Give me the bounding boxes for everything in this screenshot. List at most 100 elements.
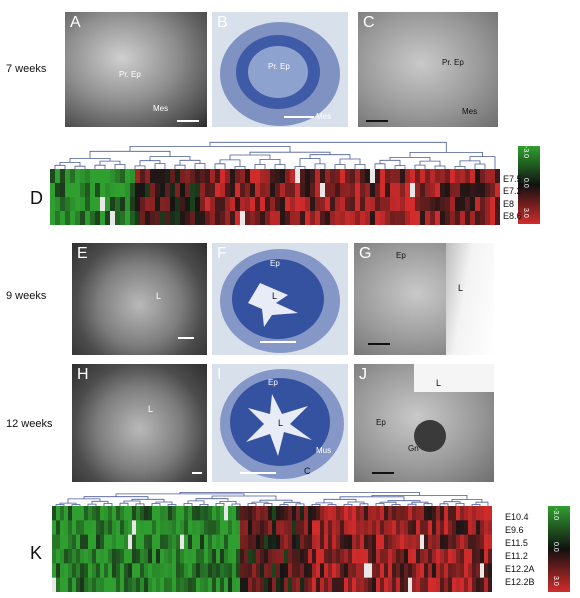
heatmap-cell bbox=[172, 534, 177, 550]
heatmap-cell bbox=[432, 520, 437, 535]
heatmap-cell bbox=[360, 183, 366, 198]
heatmap-cell bbox=[204, 563, 209, 578]
dendrogram-branch bbox=[83, 496, 149, 500]
heatmap-cell bbox=[264, 506, 269, 521]
heatmap-cell bbox=[245, 197, 251, 212]
heatmap-cell bbox=[80, 183, 86, 198]
heatmap-cell bbox=[475, 211, 481, 225]
heatmap-cell bbox=[188, 563, 193, 578]
heatmap-cell bbox=[265, 197, 271, 212]
heatmap-cell bbox=[155, 183, 161, 198]
heatmap-cell bbox=[245, 211, 251, 225]
heatmap-cell bbox=[64, 520, 69, 535]
heatmap-cell bbox=[315, 197, 321, 212]
heatmap-cell bbox=[330, 211, 336, 225]
heatmap-k-sample-6: E12.2B bbox=[505, 577, 535, 587]
heatmap-cell bbox=[92, 506, 97, 521]
heatmap-cell bbox=[264, 534, 269, 550]
heatmap-cell bbox=[405, 169, 411, 184]
heatmap-cell bbox=[480, 577, 485, 592]
heatmap-cell bbox=[405, 197, 411, 212]
heatmap-cell bbox=[120, 183, 126, 198]
heatmap-cell bbox=[110, 169, 116, 184]
heatmap-cell bbox=[464, 563, 469, 578]
heatmap-cell bbox=[212, 563, 217, 578]
heatmap-cell bbox=[264, 520, 269, 535]
heatmap-cell bbox=[400, 577, 405, 592]
heatmap-cell bbox=[115, 169, 121, 184]
heatmap-cell bbox=[325, 211, 331, 225]
heatmap-cell bbox=[340, 563, 345, 578]
heatmap-cell bbox=[208, 520, 213, 535]
heatmap-cell bbox=[340, 577, 345, 592]
heatmap-cell bbox=[385, 211, 391, 225]
heatmap-cell bbox=[216, 534, 221, 550]
heatmap-cell bbox=[225, 211, 231, 225]
heatmap-cell bbox=[164, 534, 169, 550]
heatmap-cell bbox=[400, 197, 406, 212]
heatmap-cell bbox=[95, 183, 101, 198]
heatmap-cell bbox=[280, 211, 286, 225]
heatmap-cell bbox=[404, 549, 409, 564]
heatmap-cell bbox=[265, 211, 271, 225]
heatmap-cell bbox=[172, 549, 177, 564]
heatmap-cell bbox=[276, 520, 281, 535]
heatmap-cell bbox=[220, 197, 226, 212]
heatmap-cell bbox=[232, 549, 237, 564]
heatmap-cell bbox=[184, 534, 189, 550]
heatmap-cell bbox=[308, 563, 313, 578]
heatmap-cell bbox=[190, 183, 196, 198]
heatmap-cell bbox=[60, 197, 66, 212]
heatmap-cell bbox=[368, 577, 373, 592]
heatmap-cell bbox=[132, 520, 137, 535]
heatmap-cell bbox=[175, 211, 181, 225]
heatmap-cell bbox=[76, 577, 81, 592]
heatmap-cell bbox=[444, 549, 449, 564]
heatmap-cell bbox=[332, 563, 337, 578]
heatmap-cell bbox=[100, 549, 105, 564]
heatmap-cell bbox=[368, 563, 373, 578]
dendrogram-branch bbox=[471, 504, 481, 506]
heatmap-cell bbox=[425, 169, 431, 184]
heatmap-cell bbox=[350, 169, 356, 184]
heatmap-cell bbox=[128, 534, 133, 550]
heatmap-cell bbox=[184, 549, 189, 564]
heatmap-cell bbox=[236, 534, 241, 550]
heatmap-cell bbox=[316, 577, 321, 592]
heatmap-cell bbox=[272, 534, 277, 550]
dendrogram-branch bbox=[314, 163, 326, 169]
heatmap-cell bbox=[185, 211, 191, 225]
heatmap-cell bbox=[308, 549, 313, 564]
panel-i-histology-image: I Ep L Mus C bbox=[212, 364, 348, 482]
heatmap-cell bbox=[320, 211, 326, 225]
heatmap-cell bbox=[284, 534, 289, 550]
heatmap-cell bbox=[360, 549, 365, 564]
heatmap-cell bbox=[325, 183, 331, 198]
panel-f-histology-image: F Ep L bbox=[212, 243, 348, 355]
panel-b-tissue-drawing bbox=[220, 22, 340, 126]
heatmap-cell bbox=[365, 169, 371, 184]
heatmap-cell bbox=[232, 563, 237, 578]
dendrogram-branch bbox=[343, 504, 353, 506]
heatmap-cell bbox=[480, 211, 486, 225]
heatmap-cell bbox=[455, 211, 461, 225]
heatmap-cell bbox=[152, 506, 157, 521]
heatmap-cell bbox=[376, 520, 381, 535]
heatmap-cell bbox=[52, 534, 57, 550]
heatmap-cell bbox=[256, 549, 261, 564]
heatmap-cell bbox=[388, 563, 393, 578]
heatmap-cell bbox=[416, 563, 421, 578]
heatmap-cell bbox=[390, 183, 396, 198]
heatmap-cell bbox=[472, 577, 477, 592]
heatmap-cell bbox=[400, 169, 406, 184]
heatmap-cell bbox=[155, 197, 161, 212]
heatmap-cell bbox=[356, 577, 361, 592]
heatmap-cell bbox=[388, 520, 393, 535]
heatmap-cell bbox=[96, 549, 101, 564]
dendrogram-branch bbox=[379, 501, 397, 505]
heatmap-cell bbox=[395, 197, 401, 212]
heatmap-cell bbox=[290, 211, 296, 225]
heatmap-cell bbox=[300, 197, 306, 212]
heatmap-cell bbox=[130, 211, 136, 225]
heatmap-cell bbox=[380, 577, 385, 592]
